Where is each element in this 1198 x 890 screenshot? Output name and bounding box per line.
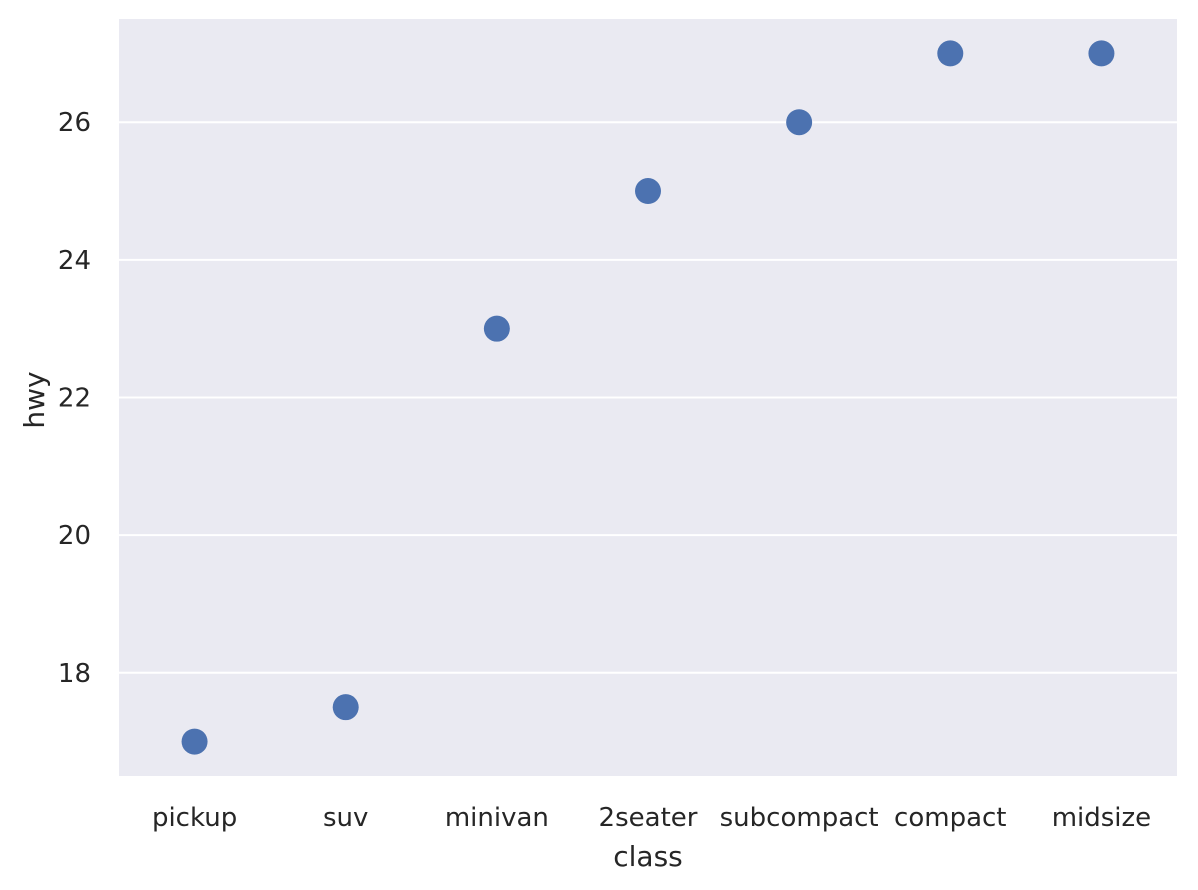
x-tick-labels: pickup suv minivan 2seater subcompact compact…	[152, 803, 1151, 833]
x-axis-label: class	[613, 840, 683, 873]
y-axis-label: hwy	[18, 371, 51, 428]
data-point-pickup	[181, 728, 208, 755]
x-tick-label-pickup: pickup	[152, 803, 237, 833]
data-point-midsize	[1088, 40, 1115, 67]
x-tick-label-2seater: 2seater	[599, 803, 698, 833]
data-point-minivan	[483, 315, 510, 342]
data-point-compact	[937, 40, 964, 67]
data-point-subcompact	[786, 109, 813, 136]
x-tick-label-compact: compact	[894, 803, 1006, 833]
x-tick-label-suv: suv	[323, 803, 368, 833]
x-tick-label-midsize: midsize	[1052, 803, 1151, 833]
y-tick-label: 22	[58, 384, 91, 414]
y-tick-label: 24	[58, 246, 91, 276]
data-point-suv	[332, 694, 359, 721]
y-tick-label: 18	[58, 659, 91, 689]
y-tick-labels: 18 20 22 24 26	[58, 108, 91, 689]
y-tick-label: 26	[58, 108, 91, 138]
gridlines	[119, 121, 1177, 674]
data-point-2seater	[635, 178, 661, 205]
y-tick-label: 20	[58, 521, 91, 551]
x-tick-label-subcompact: subcompact	[720, 803, 879, 833]
data-points	[181, 40, 1115, 755]
x-tick-label-minivan: minivan	[445, 803, 549, 833]
